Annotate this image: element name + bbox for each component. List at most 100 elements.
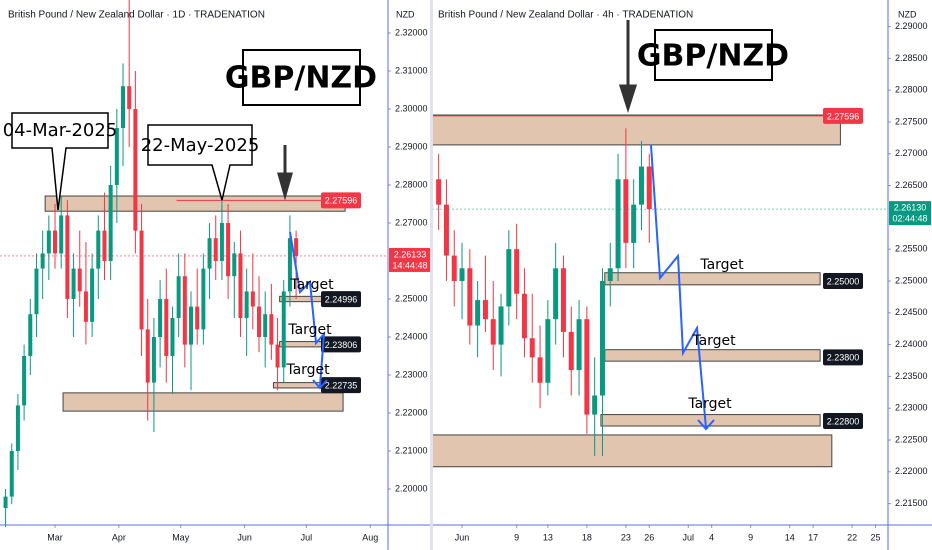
price-tag-label: 2.23806 <box>325 340 358 350</box>
logo: GBP/NZD <box>637 39 789 74</box>
candle-body <box>53 230 58 254</box>
candle-body <box>529 338 535 358</box>
y-tick-label: 2.28500 <box>895 53 928 63</box>
candle-body <box>560 268 566 332</box>
candle-body <box>90 268 95 322</box>
y-tick-label: 2.22500 <box>895 434 928 444</box>
candle-body <box>145 329 150 383</box>
candle-body <box>207 238 212 269</box>
target-label: Target <box>289 277 334 293</box>
projection-path <box>650 144 707 429</box>
candle-body <box>459 268 465 282</box>
logo: GBP/NZD <box>225 61 377 96</box>
target-label: Target <box>687 396 732 412</box>
x-tick-label: 9 <box>748 532 753 542</box>
logo-box <box>242 49 361 106</box>
target-zone <box>600 414 821 427</box>
candle-body <box>294 238 299 256</box>
panel: 2.29000 2.28500 2.28000 2.27500 2.27000 2.265… <box>431 21 931 542</box>
y-tick-label: 2.32000 <box>395 27 428 37</box>
candle-body <box>232 253 237 277</box>
price-tag-label: 2.22735 <box>325 380 358 390</box>
x-tick-label: Mar <box>47 532 63 542</box>
candle-body <box>108 184 113 261</box>
candle-body <box>22 356 27 406</box>
candle-body <box>96 230 101 269</box>
x-tick-label: Apr <box>112 532 126 542</box>
currency-label: NZD <box>396 9 415 19</box>
x-tick-label: Aug <box>362 532 378 542</box>
y-tick-label: 2.28000 <box>895 85 928 95</box>
candle-body <box>28 314 33 357</box>
candle-body <box>170 318 175 357</box>
price-tag <box>321 336 361 353</box>
price-tag <box>321 291 361 308</box>
price-tag-label: 2.25000 <box>827 276 860 286</box>
candle-body <box>34 268 39 315</box>
callout-box <box>11 112 109 211</box>
candle-body <box>9 451 14 497</box>
candle-body <box>498 306 504 345</box>
last-price-tag <box>889 201 931 226</box>
candle-body <box>584 319 590 415</box>
target-zone <box>604 272 821 286</box>
candle-body <box>553 268 559 320</box>
candle-body <box>646 166 652 210</box>
panel: 2.32000 2.31000 2.30000 2.29000 2.28000 2.270… <box>0 0 431 542</box>
candle-body <box>451 255 457 282</box>
candle-body <box>15 405 20 452</box>
price-tag <box>823 107 863 124</box>
candle-body <box>521 293 527 339</box>
chart-title: British Pound / New Zealand Dollar · 4h … <box>438 10 693 21</box>
candle-body <box>133 108 138 231</box>
target-zone <box>604 349 821 362</box>
down-arrow <box>618 20 638 113</box>
x-tick-label: 4 <box>709 532 714 542</box>
candle-body <box>607 268 613 282</box>
x-tick-label: 22 <box>847 532 857 542</box>
candle-body <box>263 314 268 338</box>
projection-arrowhead <box>697 419 715 431</box>
price-tag <box>321 192 361 209</box>
candle-body <box>250 291 255 307</box>
candle-body <box>40 253 45 269</box>
candle-body <box>599 281 605 396</box>
y-tick-label: 2.23000 <box>395 369 428 379</box>
x-tick-label: 13 <box>543 532 553 542</box>
zone <box>431 114 841 146</box>
candle-body <box>127 86 132 109</box>
last-price-label: 2.26130 <box>894 203 927 213</box>
candle-body <box>244 291 249 319</box>
price-tag-label: 2.22800 <box>827 416 860 426</box>
candle-body <box>189 306 194 345</box>
candle-body <box>71 268 76 300</box>
zone <box>62 392 344 412</box>
zone <box>44 195 346 212</box>
candle-body <box>638 166 644 205</box>
callout: 04-Mar-2025 <box>3 120 118 141</box>
y-tick-label: 2.25500 <box>895 244 928 254</box>
y-tick-label: 2.21500 <box>895 498 928 508</box>
candle-body <box>201 268 206 330</box>
candle-body <box>623 179 629 243</box>
y-tick-label: 2.22000 <box>895 466 928 476</box>
countdown: 14:44:48 <box>392 260 427 270</box>
x-tick-label: Jun <box>455 532 470 542</box>
candle-body <box>226 222 231 277</box>
price-tag <box>321 377 361 394</box>
candle-body <box>275 344 280 368</box>
y-tick-label: 2.26500 <box>895 180 928 190</box>
candle-body <box>102 230 107 261</box>
projection-path <box>289 231 326 387</box>
target-label: Target <box>691 333 736 349</box>
projection-arrowhead <box>312 379 328 390</box>
x-tick-label: 23 <box>621 532 631 542</box>
callout: 22-May-2025 <box>141 135 260 156</box>
y-tick-label: 2.29000 <box>895 21 928 31</box>
price-tag-label: 2.23800 <box>827 353 860 363</box>
y-tick-label: 2.25000 <box>895 275 928 285</box>
candle-body <box>568 331 574 371</box>
x-tick-label: 26 <box>644 532 654 542</box>
candle-body <box>151 337 156 383</box>
